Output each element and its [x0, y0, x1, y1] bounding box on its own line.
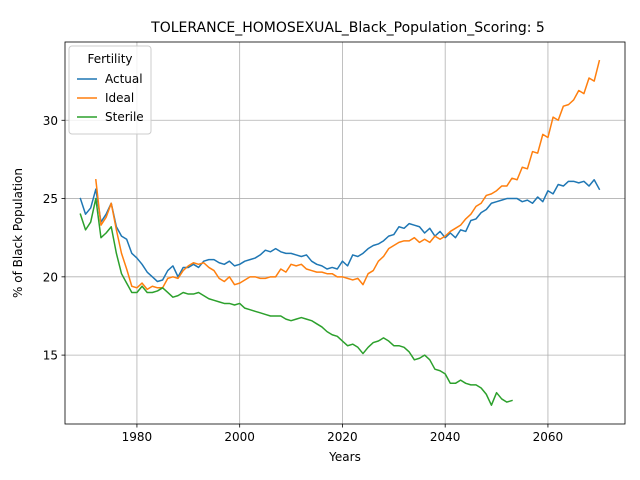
series-layer	[79, 59, 601, 406]
y-axis-label: % of Black Population	[11, 168, 25, 298]
series-line-ideal	[95, 59, 601, 291]
legend-label-ideal: Ideal	[105, 91, 134, 105]
y-tick-label: 20	[43, 270, 58, 284]
legend-title: Fertility	[87, 52, 132, 66]
x-tick-label: 2000	[224, 430, 255, 444]
x-axis-label: Years	[328, 450, 361, 464]
series-line-actual	[79, 179, 601, 283]
x-tick-label: 2040	[430, 430, 461, 444]
chart-title: TOLERANCE_HOMOSEXUAL_Black_Population_Sc…	[150, 20, 545, 36]
legend-label-sterile: Sterile	[105, 110, 144, 124]
y-tick-label: 25	[43, 192, 58, 206]
y-tick-label: 30	[43, 114, 58, 128]
series-line-sterile	[79, 197, 513, 406]
legend-label-actual: Actual	[105, 72, 143, 86]
x-tick-label: 1980	[122, 430, 153, 444]
y-axis: 15 20 25 30	[43, 114, 65, 363]
legend-box	[68, 45, 152, 135]
grid	[65, 42, 625, 424]
x-axis: 1980 2000 2020 2040 2060	[122, 424, 564, 444]
x-tick-label: 2060	[533, 430, 564, 444]
legend: Fertility Actual Ideal Sterile	[68, 45, 152, 135]
plot-frame	[64, 41, 626, 425]
x-tick-label: 2020	[327, 430, 358, 444]
legend-items: Actual Ideal Sterile	[77, 72, 144, 124]
y-tick-label: 15	[43, 349, 58, 363]
